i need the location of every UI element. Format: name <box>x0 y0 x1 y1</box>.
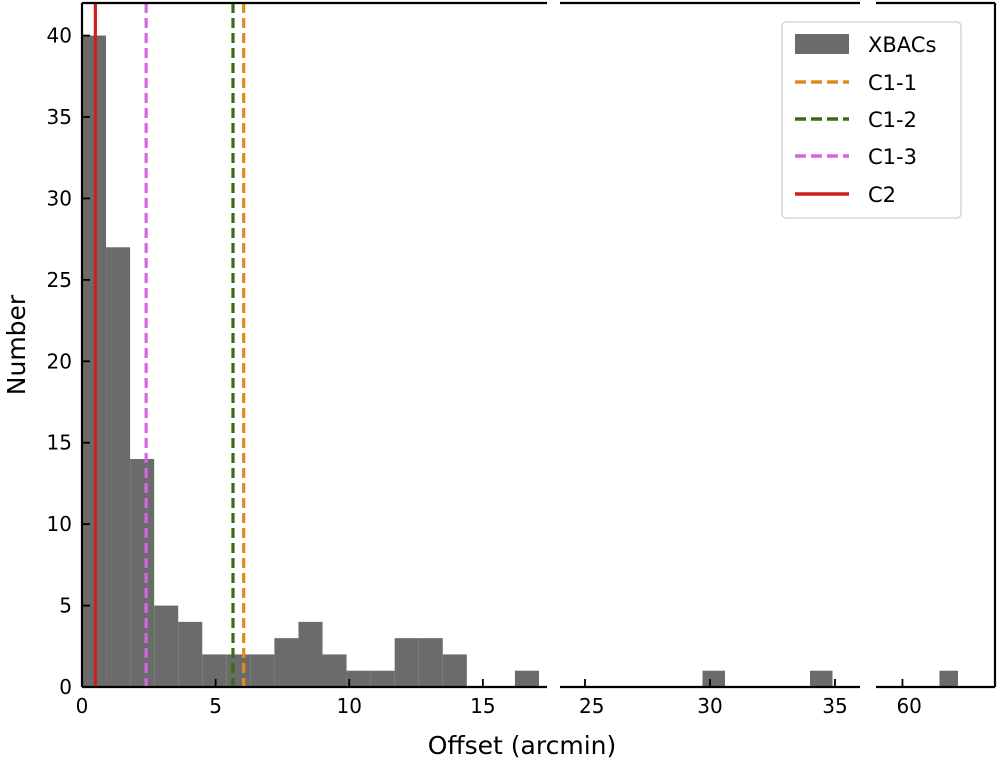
x-ticks: 0 5 10 15 25 30 35 60 <box>76 679 922 718</box>
legend-label-xbacs: XBACs <box>868 33 936 57</box>
histogram-bar-10 <box>298 621 323 687</box>
y-tick-label-10: 10 <box>47 512 72 536</box>
x-tick-label-15: 15 <box>470 694 495 718</box>
histogram-bar-2 <box>106 247 131 688</box>
x-tick-label-5: 5 <box>209 694 222 718</box>
histogram-bar-6 <box>202 654 227 687</box>
histogram-bar-12 <box>346 670 371 687</box>
histogram-bar-15 <box>418 638 443 687</box>
y-tick-label-20: 20 <box>47 349 72 373</box>
y-tick-label-15: 15 <box>47 431 72 455</box>
legend-label-c1-3: C1-3 <box>868 145 917 169</box>
histogram-bar-17 <box>514 670 539 687</box>
y-tick-label-35: 35 <box>47 105 72 129</box>
histogram-bar-7 <box>226 654 251 687</box>
y-tick-label-30: 30 <box>47 186 72 210</box>
histogram-bar-3 <box>130 459 155 687</box>
y-tick-label-0: 0 <box>59 675 72 699</box>
legend: XBACs C1-1 C1-2 C1-3 C2 <box>781 21 962 219</box>
histogram-bar-14 <box>394 638 419 687</box>
histogram-bar-16 <box>442 654 467 687</box>
x-tick-label-60: 60 <box>896 694 921 718</box>
x-tick-label-10: 10 <box>337 694 362 718</box>
histogram-bar-20 <box>939 670 958 687</box>
histogram-bar-5 <box>178 621 203 687</box>
y-tick-label-40: 40 <box>47 24 72 48</box>
histogram-bar-9 <box>274 638 299 687</box>
reference-lines <box>93 3 246 687</box>
histogram-bar-11 <box>322 654 347 687</box>
x-tick-label-25: 25 <box>579 694 604 718</box>
legend-label-c2: C2 <box>868 183 896 207</box>
x-tick-label-35: 35 <box>822 694 847 718</box>
legend-swatch-xbacs <box>795 34 849 54</box>
legend-frame <box>781 21 962 219</box>
histogram-bar-19 <box>810 670 833 687</box>
y-tick-label-5: 5 <box>59 594 72 618</box>
y-ticks: 0 5 10 15 20 25 30 35 40 <box>47 24 90 699</box>
histogram-bar-18 <box>702 670 725 687</box>
y-tick-label-25: 25 <box>47 268 72 292</box>
histogram-bar-8 <box>250 654 275 687</box>
histogram-bars <box>82 35 958 688</box>
legend-label-c1-1: C1-1 <box>868 71 917 95</box>
x-tick-label-0: 0 <box>76 694 89 718</box>
y-axis-label: Number <box>2 294 31 395</box>
x-tick-label-30: 30 <box>697 694 722 718</box>
legend-label-c1-2: C1-2 <box>868 108 917 132</box>
histogram-bar-13 <box>370 670 395 687</box>
x-axis-label: Offset (arcmin) <box>428 731 617 760</box>
histogram-bar-4 <box>154 605 179 687</box>
